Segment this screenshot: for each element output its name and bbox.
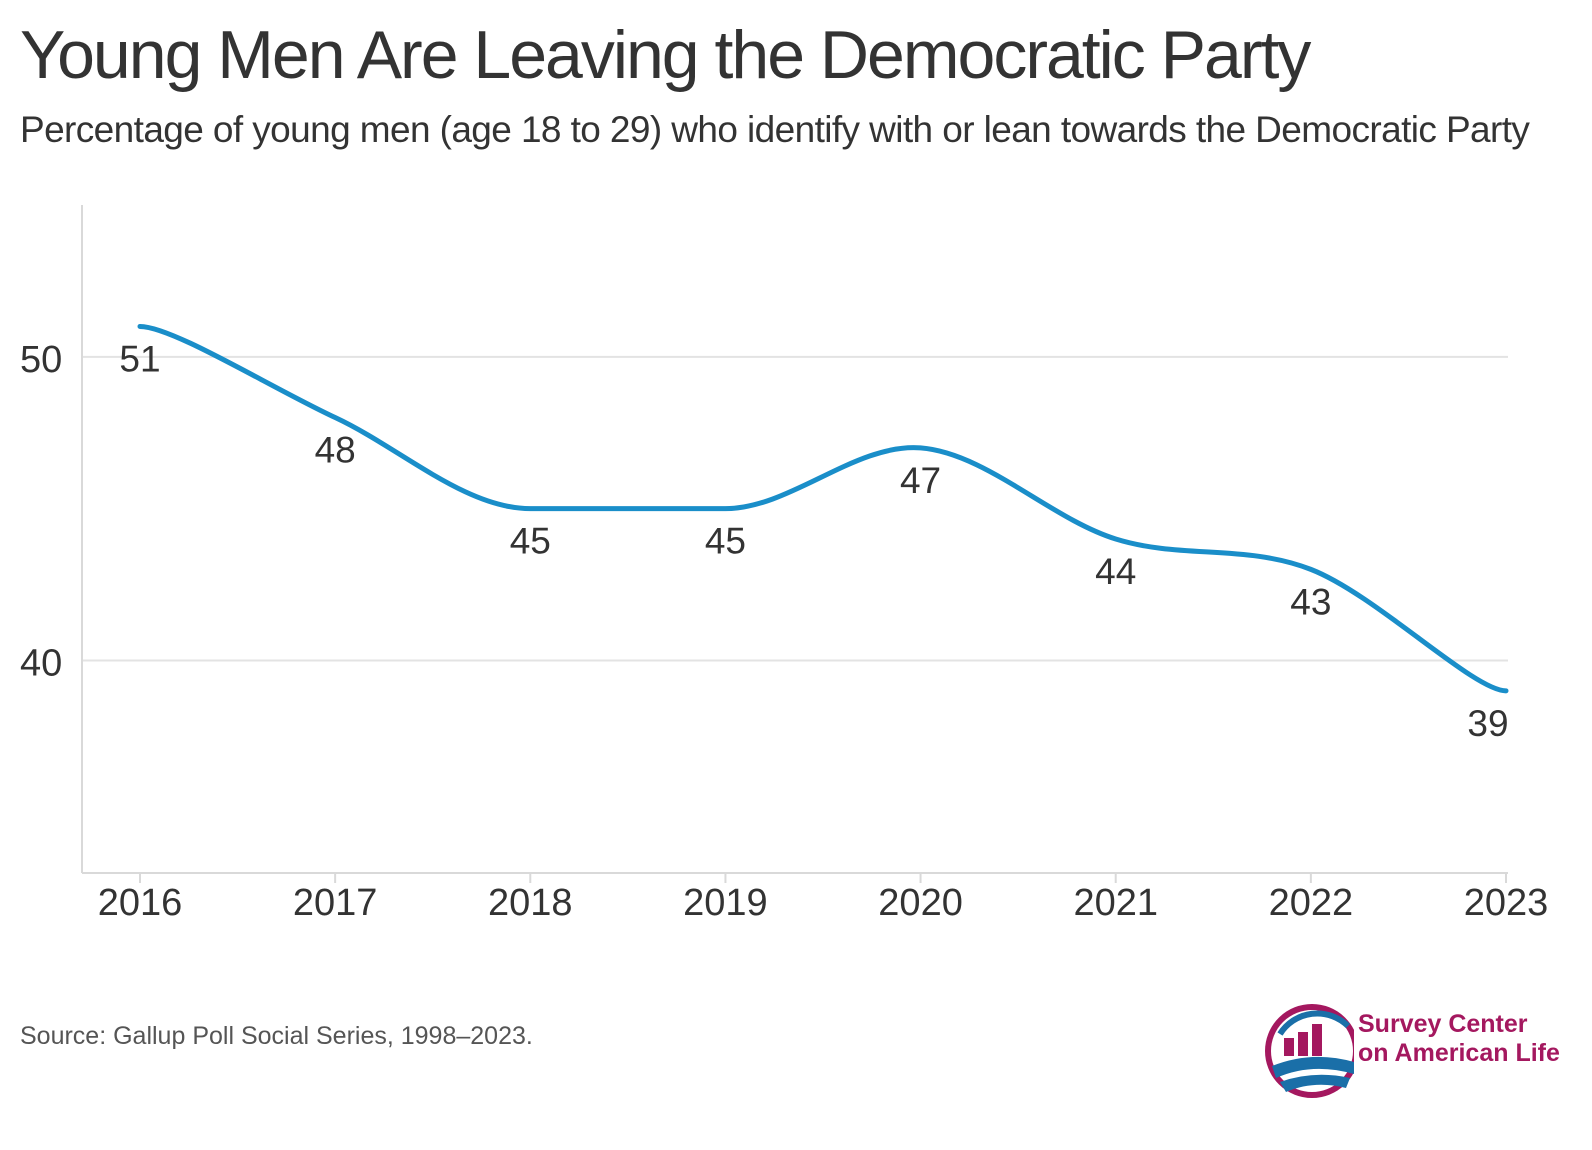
series-line (137, 323, 1509, 694)
data-labels: 51 48 45 45 47 44 43 39 (119, 338, 1508, 743)
data-label: 44 (1095, 551, 1136, 592)
gridlines (82, 355, 1508, 662)
x-tick-label: 2023 (1464, 882, 1549, 924)
x-tick-label: 2017 (293, 882, 378, 924)
x-tick-label: 2016 (98, 882, 183, 924)
y-tick-label: 50 (20, 339, 62, 381)
logo-emblem-icon (1265, 1004, 1359, 1098)
chart-title: Young Men Are Leaving the Democratic Par… (20, 17, 1311, 93)
data-label: 45 (705, 521, 746, 562)
data-label: 45 (510, 521, 551, 562)
data-label: 43 (1290, 581, 1331, 622)
data-label: 39 (1467, 703, 1508, 744)
x-tick-label: 2021 (1073, 882, 1158, 924)
x-tick-label: 2018 (488, 882, 573, 924)
data-label: 48 (315, 430, 356, 471)
data-label: 47 (900, 460, 941, 501)
chart-subtitle: Percentage of young men (age 18 to 29) w… (20, 109, 1530, 150)
logo-line-2: on American Life (1358, 1038, 1560, 1067)
source-note: Source: Gallup Poll Social Series, 1998–… (20, 1022, 533, 1050)
x-tick-label: 2022 (1269, 882, 1354, 924)
survey-center-logo: Survey Center on American Life (1262, 996, 1582, 1108)
data-label: 51 (119, 338, 160, 379)
series-line-layer (137, 323, 1509, 694)
x-tick-label: 2020 (878, 882, 963, 924)
logo-line-1: Survey Center (1358, 1010, 1528, 1038)
x-tick-label: 2019 (683, 882, 768, 924)
axes: 40 50 2016 2017 2018 2019 2020 2021 2022 2023 (20, 205, 1548, 924)
y-tick-label: 40 (20, 642, 62, 684)
